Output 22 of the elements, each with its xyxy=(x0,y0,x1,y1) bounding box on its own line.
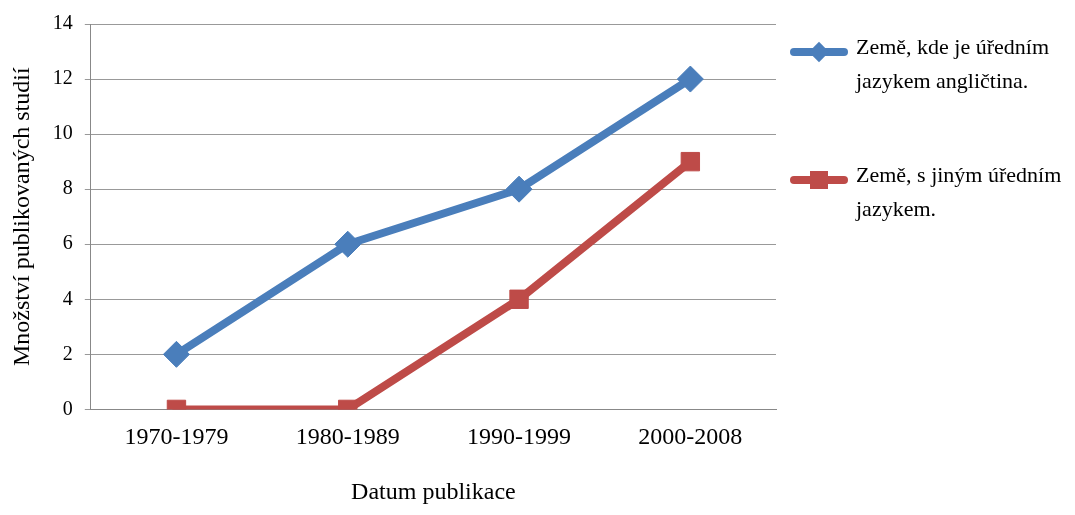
y-tick-label: 6 xyxy=(62,231,73,254)
x-axis-title: Datum publikace xyxy=(351,477,516,504)
point xyxy=(680,151,701,172)
x-tick-label: 2000-2008 xyxy=(638,423,743,450)
y-tick-label: 10 xyxy=(52,121,73,144)
legend-label: Země, s jiným úředním jazykem. xyxy=(856,161,1063,223)
point xyxy=(505,175,533,203)
point xyxy=(334,230,362,258)
y-tick-label: 8 xyxy=(62,176,73,199)
y-tick-label: 0 xyxy=(62,396,73,419)
point xyxy=(509,289,529,309)
y-tick-label: 12 xyxy=(52,66,73,89)
y-axis-title: Množství publikovaných studií xyxy=(7,67,34,367)
point xyxy=(162,340,190,368)
point xyxy=(676,65,704,93)
y-tick-label: 2 xyxy=(62,341,73,364)
x-tick-label: 1990-1999 xyxy=(467,423,572,450)
y-tick-label: 4 xyxy=(62,286,73,309)
legend-label: Země, kde je úředním jazykem angličtina. xyxy=(856,33,1051,95)
y-tick-label: 14 xyxy=(52,11,73,34)
x-tick-label: 1970-1979 xyxy=(124,423,229,450)
x-tick-label: 1980-1989 xyxy=(295,423,400,450)
